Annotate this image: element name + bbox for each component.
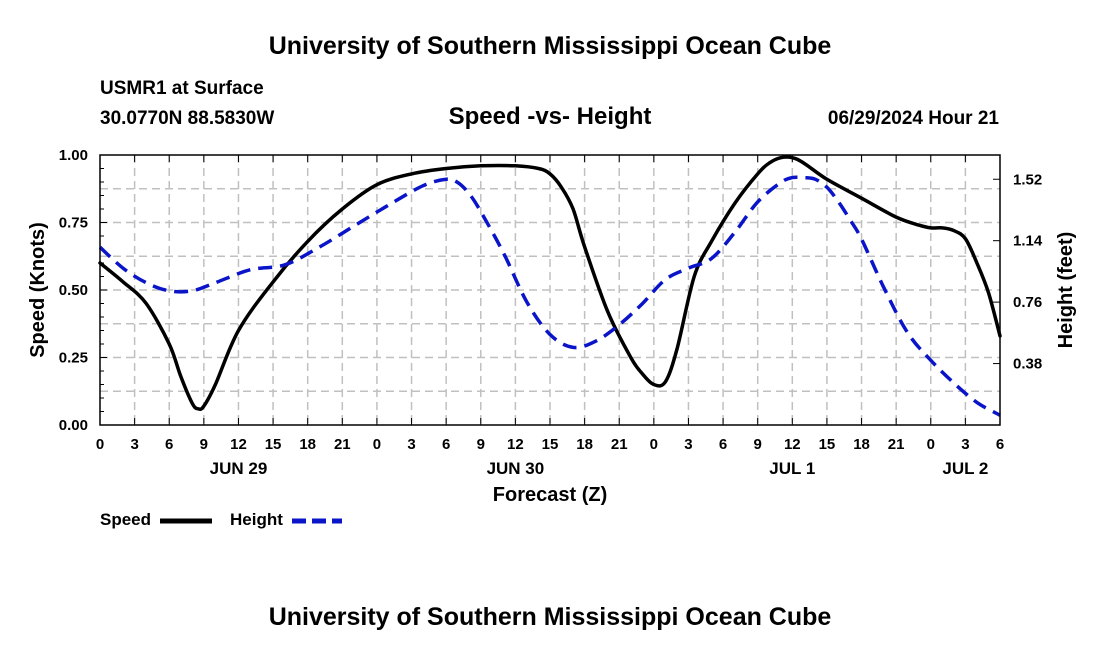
legend-speed-label: Speed: [100, 510, 151, 529]
station-label: USMR1 at Surface: [100, 78, 264, 99]
x-tick-label: 21: [888, 436, 905, 453]
x-tick-label: 6: [442, 436, 450, 453]
series-lines: [98, 155, 1002, 417]
x-tick-label: 12: [507, 436, 524, 453]
height-series-line: [98, 175, 1001, 417]
y-axis-left-label: Speed (Knots): [27, 222, 49, 358]
x-tick-label: 6: [165, 436, 173, 453]
x-axis-label: Forecast (Z): [493, 484, 607, 506]
y-right-tick-label: 0.76: [1013, 294, 1042, 311]
y-left-tick-label: 0.25: [59, 350, 88, 367]
x-tick-label: 21: [334, 436, 351, 453]
x-tick-label: 15: [819, 436, 836, 453]
legend: Speed Height: [100, 510, 342, 529]
x-tick-label: 15: [542, 436, 559, 453]
x-tick-label: 9: [200, 436, 208, 453]
plot-frame: [99, 154, 1001, 426]
x-tick-label: 3: [407, 436, 415, 453]
y-right-tick-label: 1.14: [1013, 233, 1043, 250]
x-date-label: JUL 2: [942, 459, 988, 478]
x-tick-label: 9: [754, 436, 762, 453]
page-title-bottom: University of Southern Mississippi Ocean…: [269, 603, 832, 631]
x-tick-label: 18: [853, 436, 870, 453]
x-tick-label: 12: [230, 436, 247, 453]
x-tick-label: 18: [576, 436, 593, 453]
x-date-label: JUN 30: [487, 459, 545, 478]
x-tick-label: 0: [373, 436, 381, 453]
x-tick-label: 0: [927, 436, 935, 453]
x-tick-label: 9: [477, 436, 485, 453]
tick-labels: 0 3 6 9 12 15 18 21 0 3 6 9 12 15 18 21 0 3 6 9 12 15 18 21 0 3 6 0…: [59, 147, 1043, 478]
x-tick-label: 6: [996, 436, 1004, 453]
x-tick-label: 0: [650, 436, 658, 453]
x-date-label: JUL 1: [769, 459, 815, 478]
y-left-tick-label: 0.50: [59, 282, 88, 299]
x-tick-label: 15: [265, 436, 282, 453]
x-tick-label: 18: [299, 436, 316, 453]
x-tick-label: 0: [96, 436, 104, 453]
station-coords: 30.0770N 88.5830W: [100, 108, 274, 129]
y-left-tick-label: 0.75: [59, 215, 88, 232]
forecast-datetime: 06/29/2024 Hour 21: [828, 108, 1000, 129]
grid-lines: [100, 155, 1000, 425]
chart-title: Speed -vs- Height: [449, 103, 652, 130]
x-tick-label: 3: [684, 436, 692, 453]
y-left-tick-label: 1.00: [59, 147, 88, 164]
x-tick-label: 3: [130, 436, 138, 453]
y-axis-right-label: Height (feet): [1055, 232, 1077, 349]
y-right-tick-label: 1.52: [1013, 171, 1042, 188]
y-right-tick-label: 0.38: [1013, 356, 1042, 373]
legend-height-label: Height: [230, 510, 283, 529]
y-left-tick-label: 0.00: [59, 417, 88, 434]
x-tick-label: 12: [784, 436, 801, 453]
x-tick-label: 21: [611, 436, 628, 453]
speed-series-line: [98, 155, 1002, 411]
x-date-label: JUN 29: [210, 459, 268, 478]
x-tick-label: 6: [719, 436, 727, 453]
x-tick-label: 3: [961, 436, 969, 453]
page-title-top: University of Southern Mississippi Ocean…: [269, 32, 832, 60]
